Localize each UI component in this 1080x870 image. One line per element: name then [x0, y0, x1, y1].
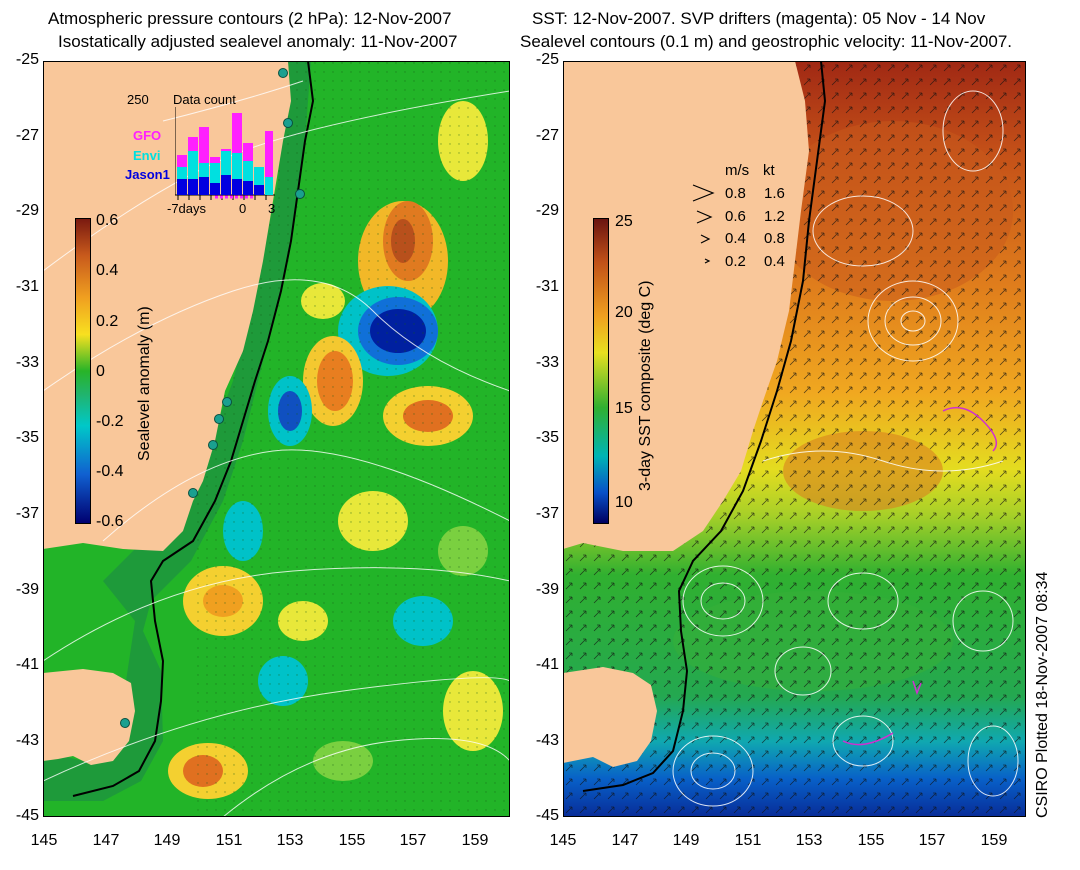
sst-tick-20: 20 — [615, 304, 633, 321]
lon-tick: 159 — [461, 832, 489, 849]
left-title-line2: Isostatically adjusted sealevel anomaly:… — [58, 32, 458, 51]
lat-tick: -31 — [15, 278, 39, 295]
lat-tick: -25 — [15, 51, 39, 68]
sst-tick-25: 25 — [615, 213, 633, 230]
speed-row3-ms: 0.4 — [725, 230, 746, 247]
speed-row2-ms: 0.6 — [725, 208, 746, 225]
speed-row4-kt: 0.4 — [764, 253, 785, 270]
lat-tick: -43 — [15, 732, 39, 749]
speed-header-kt: kt — [763, 162, 775, 179]
inset-xtick-end: 3 — [268, 201, 276, 216]
sst-tick-10: 10 — [615, 494, 633, 511]
speed-row3-kt: 0.8 — [764, 230, 785, 247]
lon-tick: 151 — [215, 832, 243, 849]
right-title-line1: SST: 12-Nov-2007. SVP drifters (magenta)… — [532, 9, 986, 28]
legend-gfo: GFO — [133, 128, 162, 143]
lon-tick: 153 — [276, 832, 304, 849]
lat-tick: -45 — [535, 807, 559, 824]
lon-tick: 145 — [549, 832, 577, 849]
lon-tick: 155 — [338, 832, 366, 849]
sst-colorbar — [593, 218, 609, 524]
lon-tick: 145 — [30, 832, 58, 849]
speed-row4-ms: 0.2 — [725, 253, 746, 270]
left-title-line1: Atmospheric pressure contours (2 hPa): 1… — [48, 9, 452, 28]
lat-tick: -27 — [15, 127, 39, 144]
lon-tick: 155 — [857, 832, 885, 849]
lat-tick: -35 — [535, 429, 559, 446]
lat-tick: -35 — [15, 429, 39, 446]
cb-tick-neg0.2: -0.2 — [96, 413, 124, 430]
lon-tick: 147 — [92, 832, 120, 849]
inset-xtick-start: -7days — [167, 201, 207, 216]
data-count-inset: 250 Data count -7days — [125, 89, 287, 216]
lon-tick: 159 — [980, 832, 1008, 849]
lat-tick: -33 — [535, 354, 559, 371]
lon-tick: 149 — [153, 832, 181, 849]
speed-row1-ms: 0.8 — [725, 185, 746, 202]
lat-tick: -29 — [535, 202, 559, 219]
lat-tick: -45 — [15, 807, 39, 824]
csiro-credit: CSIRO Plotted 18-Nov-2007 08:34 — [1034, 571, 1051, 818]
right-title-line2: Sealevel contours (0.1 m) and geostrophi… — [520, 32, 1012, 51]
cb-tick-0.4: 0.4 — [96, 262, 119, 279]
right-map-frame — [563, 61, 1026, 817]
sealevel-anomaly-map: 250 Data count -7days — [43, 61, 510, 817]
sealevel-colorbar — [75, 218, 91, 524]
lat-tick: -33 — [15, 354, 39, 371]
lat-tick: -29 — [15, 202, 39, 219]
legend-jason1: Jason1 — [125, 167, 170, 182]
lon-tick: 151 — [734, 832, 762, 849]
inset-ymax-label: 250 — [127, 92, 149, 107]
lon-tick: 149 — [672, 832, 700, 849]
lat-tick: -41 — [535, 656, 559, 673]
lat-tick: -27 — [535, 127, 559, 144]
lat-tick: -31 — [535, 278, 559, 295]
lat-tick: -39 — [15, 581, 39, 598]
left-map-frame — [43, 61, 510, 817]
lon-tick: 147 — [611, 832, 639, 849]
cb-tick-0: 0 — [96, 363, 105, 380]
lon-tick: 157 — [918, 832, 946, 849]
lat-tick: -43 — [535, 732, 559, 749]
speed-arrows — [692, 184, 715, 264]
lon-tick: 157 — [399, 832, 427, 849]
cb-tick-neg0.6: -0.6 — [96, 513, 124, 530]
cb-tick-neg0.4: -0.4 — [96, 463, 124, 480]
lat-tick: -39 — [535, 581, 559, 598]
lat-tick: -25 — [535, 51, 559, 68]
speed-row2-kt: 1.2 — [764, 208, 785, 225]
data-count-bars — [175, 107, 275, 200]
sst-tick-15: 15 — [615, 400, 633, 417]
inset-xtick-zero: 0 — [239, 201, 247, 216]
lon-tick: 153 — [795, 832, 823, 849]
speed-header-ms: m/s — [725, 162, 750, 179]
lat-tick: -37 — [535, 505, 559, 522]
cb-tick-0.6: 0.6 — [96, 212, 119, 229]
lat-tick: -37 — [15, 505, 39, 522]
speed-row1-kt: 1.6 — [764, 185, 785, 202]
cb-tick-0.2: 0.2 — [96, 313, 119, 330]
inset-title: Data count — [173, 92, 236, 107]
legend-envi: Envi — [133, 148, 161, 163]
lat-tick: -41 — [15, 656, 39, 673]
sst-map: 25 20 15 10 3-day SST composite (deg C) … — [563, 61, 1026, 817]
